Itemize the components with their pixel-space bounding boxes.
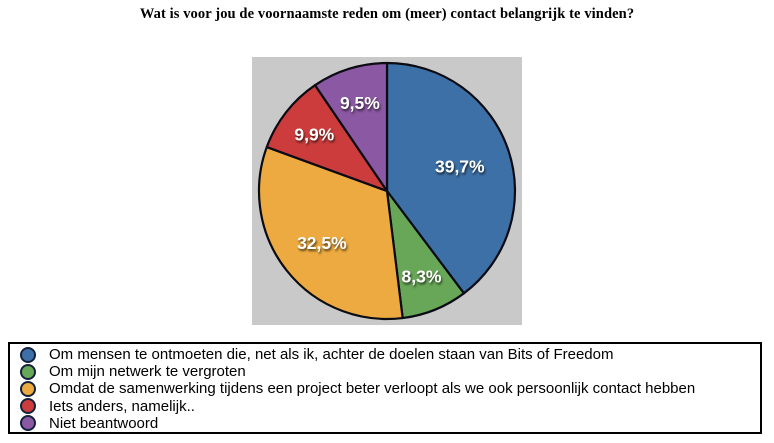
pie-slice-label: 39,7% <box>435 157 485 177</box>
legend: Om mensen te ontmoeten die, net als ik, … <box>8 342 762 434</box>
pie-slice-3 <box>265 84 389 193</box>
legend-item-1: Om mijn netwerk te vergroten <box>10 363 760 380</box>
legend-swatch-icon <box>20 363 36 380</box>
legend-label: Iets anders, namelijk.. <box>49 397 195 415</box>
legend-label: Niet beantwoord <box>49 414 159 432</box>
legend-label: Omdat de samenwerking tijdens een projec… <box>49 380 696 398</box>
legend-item-4: Niet beantwoord <box>10 415 760 432</box>
legend-swatch-icon <box>20 415 36 432</box>
pie-slice-label: 8,3% <box>402 267 442 287</box>
pie-chart: 39,7% 8,3% 32,5% 9,9% 9,5% <box>252 57 522 325</box>
pie-slice-label: 9,5% <box>340 93 380 113</box>
legend-item-3: Iets anders, namelijk.. <box>10 398 760 415</box>
legend-label: Om mensen te ontmoeten die, net als ik, … <box>49 346 614 364</box>
chart-title: Wat is voor jou de voornaamste reden om … <box>139 6 635 22</box>
pie-slice-2 <box>257 145 404 321</box>
pie-slice-0 <box>385 61 517 295</box>
pie-slice-4 <box>313 61 389 193</box>
plot-background: 39,7% 8,3% 32,5% 9,9% 9,5% <box>252 57 522 325</box>
legend-item-0: Om mensen te ontmoeten die, net als ik, … <box>10 346 760 363</box>
legend-label: Om mijn netwerk te vergroten <box>49 363 246 381</box>
legend-swatch-icon <box>20 346 36 363</box>
legend-item-2: Omdat de samenwerking tijdens een projec… <box>10 380 760 397</box>
legend-swatch-icon <box>20 398 36 415</box>
pie-slice-label: 9,9% <box>294 124 334 144</box>
legend-swatch-icon <box>20 380 36 397</box>
pie-slice-label: 32,5% <box>297 233 347 253</box>
